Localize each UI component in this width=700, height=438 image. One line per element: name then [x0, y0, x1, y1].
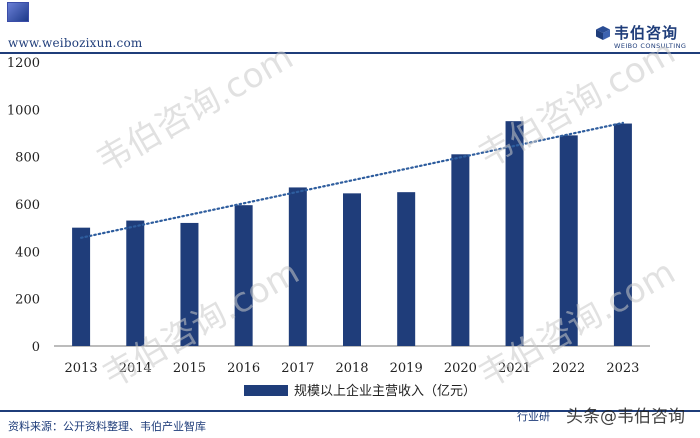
x-tick-label: 2014: [119, 361, 152, 376]
trend-line: [79, 121, 625, 239]
brand-name: 韦伯咨询: [614, 24, 679, 42]
bar: [288, 187, 307, 346]
x-tick-label: 2020: [444, 361, 477, 376]
footer-rule: [0, 410, 700, 412]
bar: [559, 135, 578, 346]
y-tick-label: 1200: [7, 56, 40, 71]
x-tick-label: 2013: [65, 361, 98, 376]
bar: [613, 123, 632, 347]
source-note: 资料来源：公开资料整理、韦伯产业智库: [8, 420, 206, 433]
bar: [72, 227, 91, 346]
site-url[interactable]: www.weibozixun.com: [8, 36, 143, 50]
bar: [505, 121, 524, 347]
legend-label: 规模以上企业主营收入（亿元）: [294, 383, 476, 399]
legend-swatch: [244, 385, 288, 396]
bar: [397, 192, 416, 346]
y-tick-label: 0: [32, 340, 40, 355]
x-tick-label: 2015: [173, 361, 206, 376]
footer-left-mark: 行业研: [517, 410, 550, 423]
x-tick-label: 2022: [552, 361, 585, 376]
brand-logo: 韦伯咨询 WEIBO CONSULTING: [596, 22, 688, 52]
header-rule: [0, 52, 700, 54]
y-tick-label: 600: [15, 198, 40, 213]
toutiao-watermark: 头条@韦伯咨询: [566, 407, 685, 427]
x-tick-label: 2023: [606, 361, 639, 376]
x-tick-label: 2016: [227, 361, 260, 376]
x-tick-label: 2019: [390, 361, 423, 376]
x-tick-label: 2017: [281, 361, 314, 376]
bar: [180, 222, 199, 346]
y-tick-label: 200: [15, 293, 40, 308]
y-tick-label: 800: [15, 151, 40, 166]
bar: [234, 205, 253, 346]
x-tick-label: 2021: [498, 361, 531, 376]
bar: [343, 193, 361, 346]
y-tick-label: 400: [15, 245, 40, 260]
bar: [451, 154, 470, 346]
brand-subtitle: WEIBO CONSULTING: [614, 42, 687, 50]
y-tick-label: 1000: [7, 103, 40, 118]
bar: [126, 220, 145, 346]
x-tick-label: 2018: [335, 361, 368, 376]
cube-logo-icon: [596, 26, 610, 40]
logo-square-icon: [7, 2, 29, 22]
top-bar: [0, 0, 700, 26]
